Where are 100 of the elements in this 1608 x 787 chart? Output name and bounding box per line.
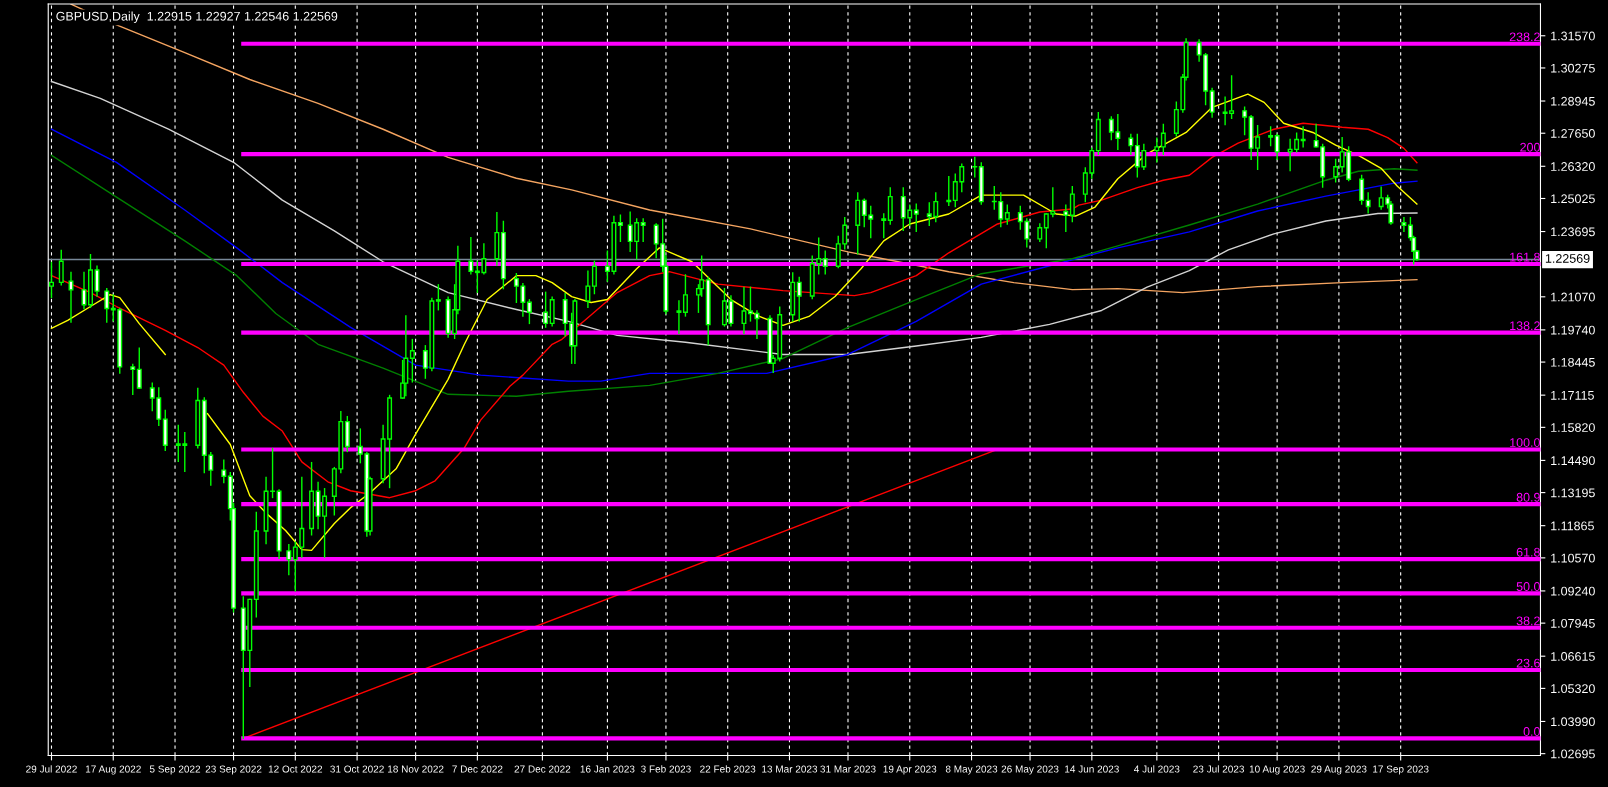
candlestick	[549, 296, 555, 327]
candlestick	[1063, 204, 1069, 233]
series-label: 61.8	[1516, 547, 1540, 557]
candlestick	[49, 261, 54, 299]
x-tick-label: 10 Aug 2023	[1249, 765, 1305, 775]
candlestick	[1242, 106, 1248, 136]
x-tick-label: 13 Mar 2023	[762, 765, 818, 773]
candlestick	[136, 347, 142, 389]
candlestick	[104, 287, 110, 323]
candlestick	[1004, 204, 1010, 225]
y-tick-label: 1.19740	[1551, 325, 1595, 335]
candlestick	[1359, 174, 1365, 205]
candlestick	[585, 270, 591, 308]
series-label: 200	[1520, 142, 1540, 152]
y-tick-label: 1.27650	[1551, 129, 1595, 138]
y-tick-label: 1.13195	[1551, 488, 1595, 498]
y-tick-label: 1.30275	[1551, 63, 1595, 73]
y-tick-label: 1.14490	[1551, 456, 1595, 466]
x-tick-label: 5 Sep 2022	[149, 765, 201, 775]
x-tick-label: 8 May 2023	[945, 765, 998, 775]
y-tick-label: 1.05320	[1551, 684, 1595, 694]
candlestick	[591, 260, 597, 295]
text: GBPUSD,Daily 1.22915 1.22927 1.22546 1.22569	[56, 11, 338, 24]
series-label: 238.2	[1509, 32, 1540, 42]
x-tick-label: 31 Mar 2023	[820, 765, 876, 773]
x-tick-label: 22 Feb 2023	[700, 765, 756, 773]
x-tick-label: 7 Dec 2022	[452, 765, 503, 773]
candlestick	[1300, 126, 1306, 148]
line-series	[50, 122, 1418, 499]
x-tick-label: 17 Aug 2022	[85, 765, 141, 775]
series-label: 138.2	[1510, 321, 1540, 331]
candlestick	[1268, 126, 1274, 147]
candlestick	[796, 276, 802, 322]
x-tick-label: 3 Feb 2023	[641, 765, 691, 773]
candlestick	[887, 187, 893, 225]
x-tick-label: 29 Aug 2023	[1311, 765, 1367, 775]
y-tick-label: 1.21070	[1551, 292, 1595, 302]
y-tick-label: 1.17115	[1551, 391, 1594, 400]
candlestick	[913, 203, 919, 233]
y-tick-label: 1.15820	[1551, 423, 1595, 432]
candlestick	[881, 213, 887, 239]
candlestick	[468, 236, 474, 275]
candlestick	[1069, 185, 1075, 223]
series-label: 0.0	[1523, 727, 1540, 736]
candlestick	[221, 459, 227, 484]
candlestick	[822, 250, 828, 275]
candlestick	[1333, 158, 1339, 183]
y-tick-label: 1.31570	[1551, 31, 1595, 41]
x-tick-label: 27 Dec 2022	[514, 765, 571, 773]
line-series	[50, 128, 1418, 382]
y-tick-label: 1.11865	[1551, 521, 1594, 531]
x-tick-label: 4 Jul 2023	[1134, 765, 1180, 773]
series-label: 38.2	[1516, 616, 1540, 626]
candlestick	[1274, 133, 1280, 161]
line-series	[50, 154, 1418, 397]
y-tick-label: 1.28945	[1551, 96, 1595, 106]
candlestick	[741, 286, 747, 335]
ref-line-label: 1.22569	[1545, 254, 1590, 263]
candlestick	[1128, 133, 1134, 156]
candlestick	[682, 274, 688, 317]
candlestick	[68, 271, 74, 323]
y-tick-label: 1.18445	[1551, 357, 1595, 367]
y-tick-label: 1.26320	[1551, 162, 1595, 171]
candlestick	[1365, 192, 1371, 214]
candlestick	[286, 543, 292, 576]
candlestick	[1154, 137, 1160, 163]
line-series	[50, 80, 1418, 356]
candlestick	[1209, 87, 1215, 118]
x-tick-label: 23 Sep 2022	[205, 765, 262, 775]
candlestick	[946, 176, 952, 207]
x-tick-label: 12 Oct 2022	[268, 765, 323, 773]
x-tick-label: 19 Apr 2023	[883, 765, 937, 775]
candlestick	[640, 218, 646, 243]
candlestick	[972, 156, 978, 178]
y-tick-label: 1.25025	[1551, 194, 1595, 204]
candlestick	[58, 249, 64, 286]
series-label: 100.0	[1510, 438, 1540, 447]
candlestick	[676, 300, 682, 335]
candlestick	[130, 363, 136, 395]
y-tick-label: 1.10570	[1551, 553, 1595, 563]
candlestick	[617, 214, 623, 243]
y-tick-label: 1.06615	[1551, 652, 1595, 661]
x-tick-label: 23 Jul 2023	[1193, 765, 1245, 773]
candlestick	[435, 284, 441, 311]
x-tick-label: 31 Oct 2022	[330, 765, 384, 773]
y-tick-label: 1.09240	[1551, 586, 1595, 596]
y-tick-label: 1.03990	[1551, 717, 1595, 727]
candlestick	[409, 338, 415, 383]
candlestick	[526, 299, 532, 325]
y-tick-label: 1.02695	[1551, 749, 1595, 759]
candlestick	[1160, 123, 1166, 156]
y-tick-label: 1.23695	[1551, 227, 1595, 237]
x-tick-label: 18 Nov 2022	[388, 765, 444, 773]
x-tick-label: 26 May 2023	[1001, 765, 1059, 775]
series-label: 80.9	[1516, 492, 1540, 502]
series-label: 50.0	[1516, 582, 1540, 591]
series-label: 23.6	[1516, 658, 1540, 668]
x-tick-label: 17 Sep 2023	[1373, 765, 1429, 775]
x-tick-label: 29 Jul 2022	[26, 765, 77, 773]
x-tick-label: 14 Jun 2023	[1065, 765, 1119, 773]
